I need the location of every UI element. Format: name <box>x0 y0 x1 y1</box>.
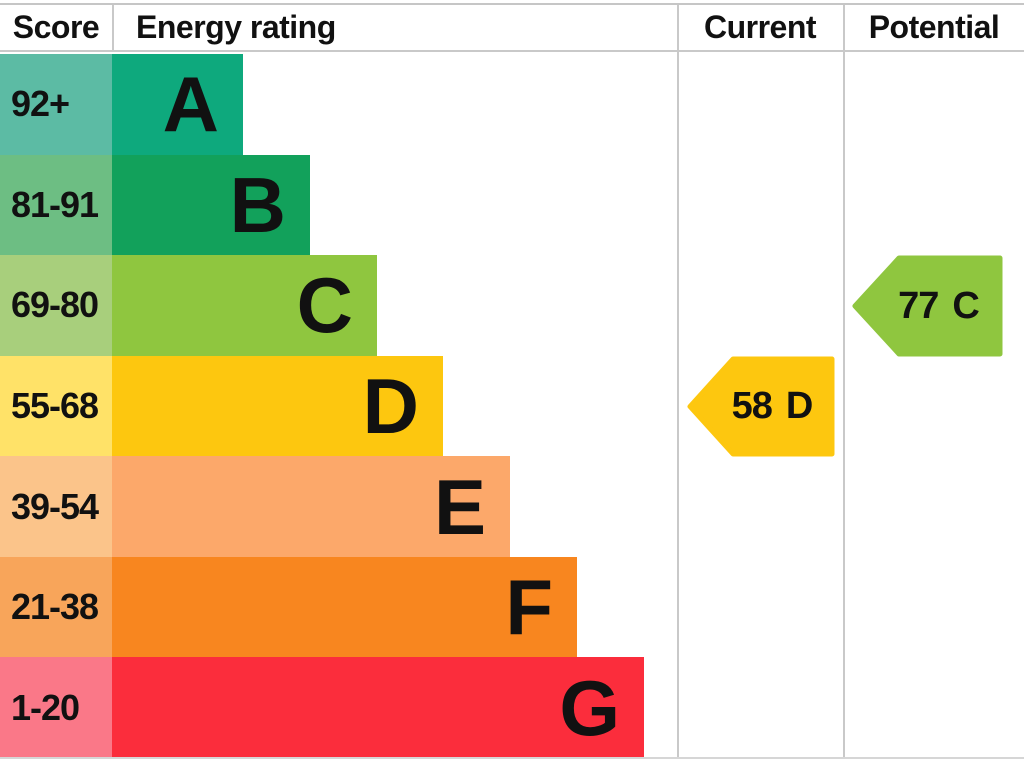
rating-bar-a: A <box>112 54 243 155</box>
band-letter-a: A <box>162 60 219 149</box>
current-rating-label: 58 D <box>687 356 835 457</box>
potential-rating-arrow: 77 C <box>852 255 1003 357</box>
potential-rating-label: 77 C <box>852 255 1003 357</box>
chart-header-row: Score Energy rating Current Potential <box>0 5 1024 52</box>
current-rating-band: D <box>785 385 813 427</box>
band-row-e: 39-54 E <box>0 456 677 557</box>
band-letter-e: E <box>433 462 486 551</box>
band-letter-f: F <box>505 563 553 652</box>
rating-bar-e: E <box>112 456 510 557</box>
rating-bar-g: G <box>112 657 644 759</box>
band-row-g: 1-20 G <box>0 657 677 759</box>
left-pointing-arrow-icon <box>687 356 835 457</box>
current-rating-value: 58 <box>731 385 773 427</box>
rating-bar-d: D <box>112 355 443 457</box>
band-row-b: 81-91 B <box>0 154 677 256</box>
header-potential: Potential <box>868 9 1000 45</box>
header-energy-rating: Energy rating <box>136 9 336 45</box>
rating-bands: 92+ A 81-91 B 69-80 C 55-68 D 39-54 <box>0 54 677 759</box>
potential-rating-value: 77 <box>898 284 939 327</box>
score-range-c: 69-80 <box>0 255 112 356</box>
band-row-c: 69-80 C <box>0 255 677 356</box>
score-range-f: 21-38 <box>0 556 112 658</box>
top-border-line <box>0 3 1024 5</box>
bottom-border-line <box>0 757 1024 759</box>
band-letter-g: G <box>559 663 620 752</box>
band-letter-c: C <box>296 261 353 350</box>
score-range-b: 81-91 <box>0 154 112 256</box>
header-current: Current <box>703 9 817 45</box>
band-row-d: 55-68 D <box>0 355 677 457</box>
band-row-a: 92+ A <box>0 54 677 155</box>
potential-rating-band: C <box>952 284 979 327</box>
score-column-divider <box>112 5 114 52</box>
current-column-divider <box>677 5 679 757</box>
score-range-e: 39-54 <box>0 456 112 557</box>
header-score: Score <box>12 9 100 45</box>
rating-bar-f: F <box>112 556 577 658</box>
score-range-a: 92+ <box>0 54 112 155</box>
band-letter-d: D <box>362 362 419 451</box>
score-range-g: 1-20 <box>0 657 112 759</box>
current-rating-arrow: 58 D <box>687 356 835 457</box>
band-letter-b: B <box>229 160 286 249</box>
rating-bar-b: B <box>112 154 310 256</box>
score-range-d: 55-68 <box>0 355 112 457</box>
potential-column-divider <box>843 5 845 757</box>
band-row-f: 21-38 F <box>0 556 677 658</box>
rating-bar-c: C <box>112 255 377 356</box>
left-pointing-arrow-icon <box>852 255 1003 357</box>
